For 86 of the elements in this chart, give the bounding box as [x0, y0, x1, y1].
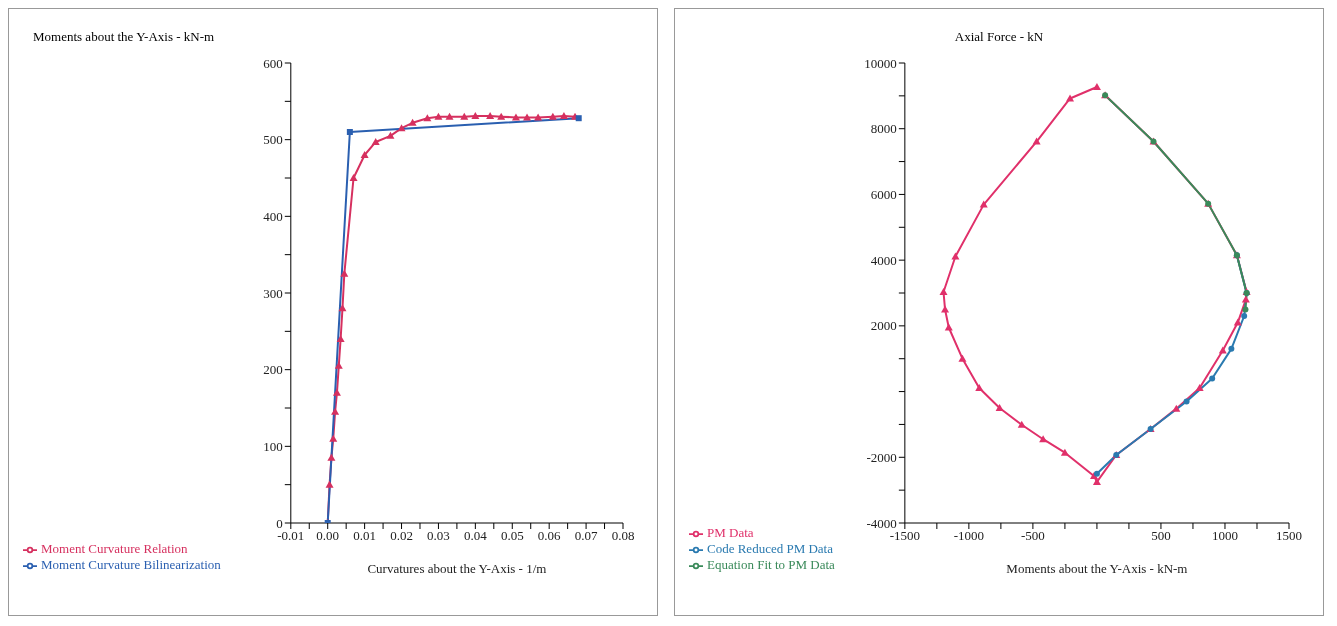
x-tick-label: 0.06	[537, 528, 562, 544]
point	[951, 252, 960, 260]
point	[944, 323, 953, 331]
point	[445, 112, 454, 120]
point	[497, 112, 506, 120]
y-tick-label: -4000	[866, 515, 897, 531]
x-tick-label: -500	[1020, 528, 1045, 544]
y-tick-label: 4000	[870, 252, 897, 268]
point	[1241, 313, 1248, 319]
x-axis-title: Curvatures about the Y-Axis - 1/m	[367, 561, 547, 576]
point	[1060, 448, 1069, 456]
point	[471, 111, 480, 119]
y-tick-label: 0	[276, 515, 283, 531]
y-axis-title: Moments about the Y-Axis - kN-m	[32, 29, 216, 46]
point	[939, 288, 948, 296]
point	[460, 112, 469, 120]
x-tick-label: 500	[1151, 528, 1171, 544]
x-tick-label: 0.04	[463, 528, 488, 544]
point	[1242, 306, 1249, 313]
legend-label: Moment Curvature Relation	[41, 540, 188, 556]
point	[1017, 420, 1026, 428]
legend-label: Code Reduced PM Data	[707, 540, 834, 556]
point	[397, 124, 406, 132]
point	[386, 131, 395, 139]
point	[1183, 398, 1190, 405]
x-tick-label: 0.02	[390, 528, 413, 544]
point	[1195, 383, 1204, 391]
y-tick-label: 10000	[864, 55, 897, 71]
legend-label: PM Data	[707, 524, 754, 540]
point	[371, 137, 380, 145]
point	[486, 111, 495, 119]
point	[340, 269, 349, 277]
y-tick-label: 400	[263, 208, 283, 224]
point	[1092, 477, 1101, 485]
point	[360, 151, 369, 158]
point	[1172, 404, 1181, 412]
point	[325, 480, 334, 488]
point	[349, 174, 358, 181]
point	[332, 388, 341, 396]
point	[979, 200, 988, 208]
x-tick-label: 0.05	[500, 528, 524, 544]
point	[975, 383, 984, 391]
x-tick-label: 1500	[1276, 528, 1302, 544]
x-tick-label: -1500	[889, 528, 921, 544]
point	[329, 434, 338, 442]
x-tick-label: 1000	[1211, 528, 1238, 544]
x-tick-label: 0.03	[427, 528, 450, 544]
point	[1241, 295, 1250, 303]
x-axis-title: Moments about the Y-Axis - kN-m	[1006, 561, 1188, 576]
point	[434, 112, 443, 120]
y-axis-title: Axial Force - kN	[953, 29, 1045, 46]
point	[995, 404, 1004, 411]
legend-label: Equation Fit to PM Data	[707, 556, 835, 572]
point	[1092, 82, 1101, 90]
y-tick-label: 300	[263, 285, 283, 301]
x-tick-label: 0.00	[316, 528, 340, 544]
point	[1228, 345, 1235, 352]
y-tick-label: 6000	[870, 187, 897, 203]
point	[1218, 346, 1227, 354]
y-tick-label: 100	[263, 438, 283, 454]
point	[1039, 435, 1048, 443]
point	[1209, 375, 1216, 382]
point	[575, 115, 582, 122]
y-tick-label: 500	[263, 132, 283, 148]
point	[408, 118, 417, 126]
x-tick-label: 0.07	[574, 528, 598, 544]
y-tick-label: 600	[263, 55, 283, 71]
point	[327, 453, 336, 461]
point	[548, 112, 557, 120]
point	[336, 335, 345, 342]
point	[559, 111, 568, 119]
point	[331, 407, 340, 415]
x-tick-label: 0.01	[353, 528, 376, 544]
legend-label: Moment Curvature Bilinearization	[41, 556, 221, 572]
y-tick-label: 200	[263, 362, 283, 378]
point	[423, 114, 432, 122]
y-tick-label: -2000	[866, 449, 897, 465]
y-tick-label: 2000	[870, 318, 897, 334]
x-tick-label: 0.08	[611, 528, 635, 544]
point	[1233, 318, 1242, 326]
y-tick-label: 8000	[870, 121, 897, 137]
x-tick-label: -0.01	[277, 528, 305, 544]
x-tick-label: -1000	[953, 528, 985, 544]
point	[1032, 137, 1041, 145]
point	[958, 354, 967, 362]
point	[346, 129, 353, 135]
